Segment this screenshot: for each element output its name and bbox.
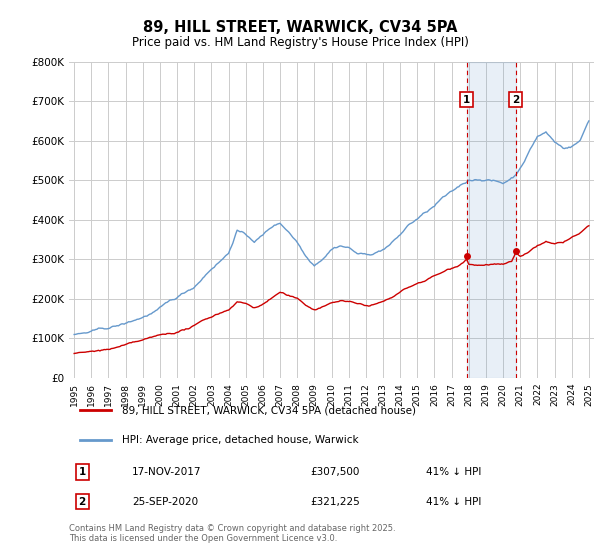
Text: Contains HM Land Registry data © Crown copyright and database right 2025.
This d: Contains HM Land Registry data © Crown c… [69, 524, 395, 543]
Text: £321,225: £321,225 [311, 497, 360, 507]
Text: 89, HILL STREET, WARWICK, CV34 5PA (detached house): 89, HILL STREET, WARWICK, CV34 5PA (deta… [121, 405, 415, 415]
Text: 2: 2 [512, 95, 519, 105]
Bar [467, 62, 515, 378]
Text: Price paid vs. HM Land Registry's House Price Index (HPI): Price paid vs. HM Land Registry's House … [131, 36, 469, 49]
Text: £307,500: £307,500 [311, 467, 360, 477]
Text: 41% ↓ HPI: 41% ↓ HPI [426, 467, 481, 477]
Text: HPI: Average price, detached house, Warwick: HPI: Average price, detached house, Warw… [121, 435, 358, 445]
Text: 17-NOV-2017: 17-NOV-2017 [132, 467, 202, 477]
Text: 41% ↓ HPI: 41% ↓ HPI [426, 497, 481, 507]
Text: 89, HILL STREET, WARWICK, CV34 5PA: 89, HILL STREET, WARWICK, CV34 5PA [143, 20, 457, 35]
Text: 1: 1 [79, 467, 86, 477]
Text: 25-SEP-2020: 25-SEP-2020 [132, 497, 198, 507]
Text: 1: 1 [463, 95, 470, 105]
Text: 2: 2 [79, 497, 86, 507]
